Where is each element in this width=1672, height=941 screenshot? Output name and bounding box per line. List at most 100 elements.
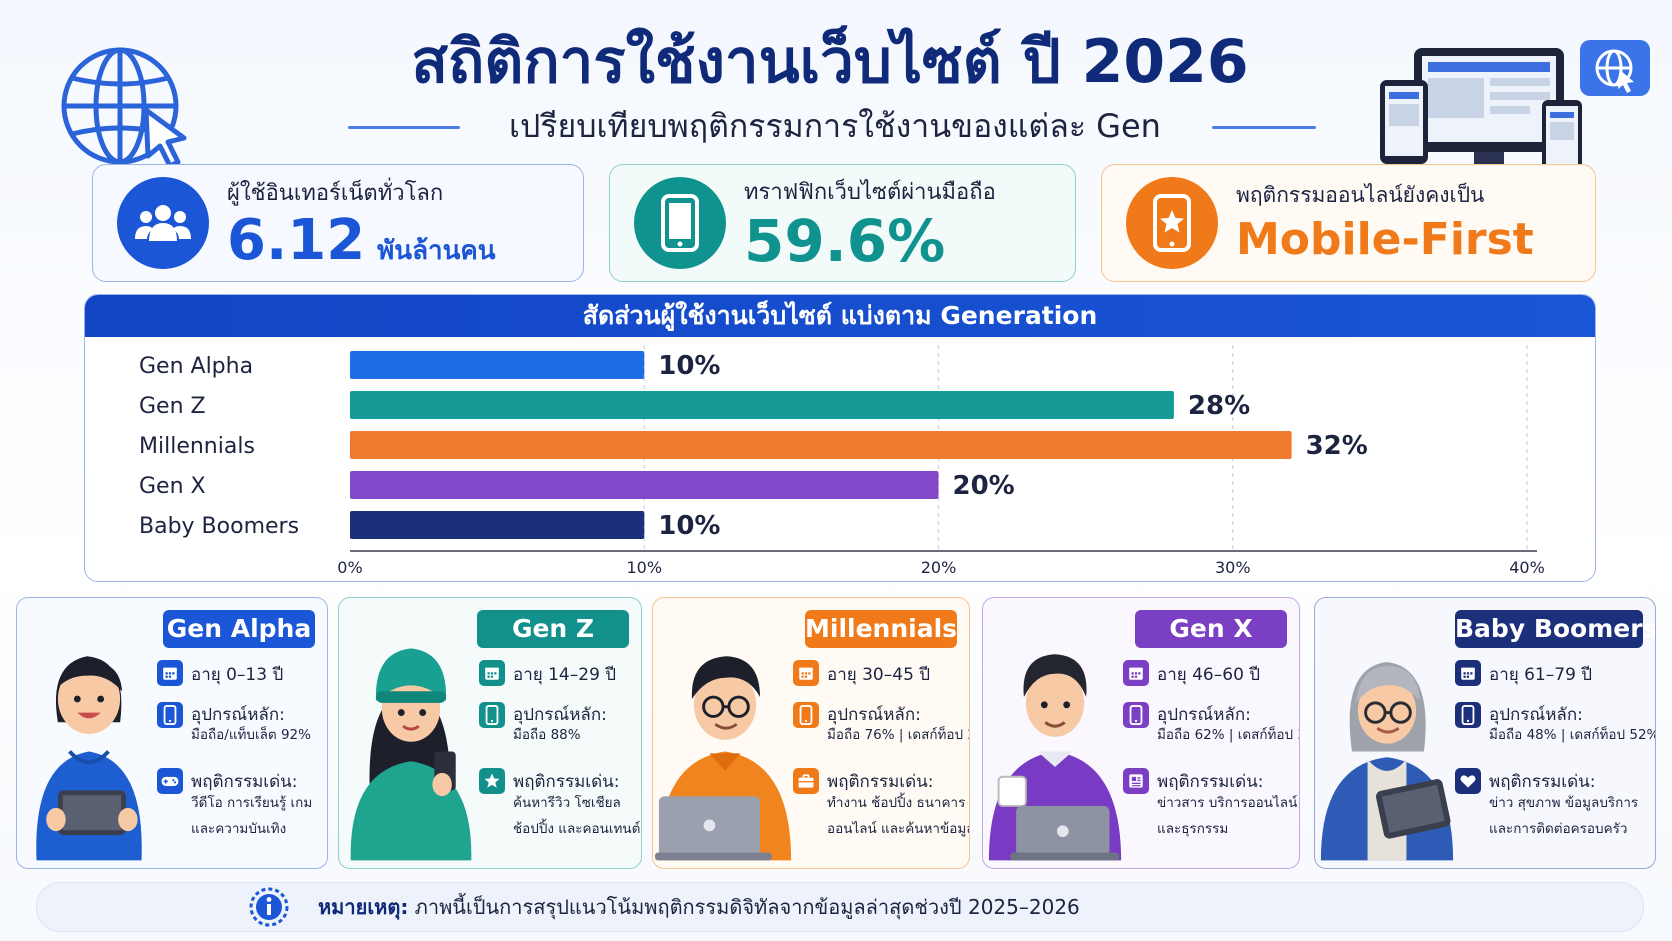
footer-note-label: หมายเหตุ: bbox=[318, 895, 409, 919]
stat-card-internet-users: ผู้ใช้อินเทอร์เน็ตทั่วโลก 6.12 พันล้านคน bbox=[92, 164, 584, 282]
behavior-label: พฤติกรรมเด่น: bbox=[827, 772, 934, 792]
x-tick-label: 40% bbox=[1509, 558, 1545, 577]
behavior-label: พฤติกรรมเด่น: bbox=[1157, 772, 1264, 792]
bar bbox=[350, 511, 645, 539]
star-icon bbox=[479, 768, 505, 794]
gen-card-gen-alpha: Gen Alpha อายุ 0–13 ปี อุปกรณ์หลัก: มือถ… bbox=[16, 597, 328, 869]
gen-card-millennials: Millennials อายุ 30–45 ปี อุปกรณ์หลัก: ม… bbox=[652, 597, 970, 869]
gen-age: อายุ 30–45 ปี bbox=[827, 665, 931, 685]
device-value: มือถือ 88% bbox=[513, 727, 581, 743]
smartphone-icon bbox=[634, 177, 726, 269]
behavior-line: ทำงาน ช้อปปิ้ง ธนาคาร bbox=[827, 795, 966, 811]
person-avatar bbox=[988, 654, 1122, 861]
device-value: มือถือ 62% | เดสก์ท็อป 38% bbox=[1157, 727, 1299, 743]
x-tick-label: 30% bbox=[1215, 558, 1251, 577]
generation-chart-panel: สัดส่วนผู้ใช้งานเว็บไซต์ แบ่งตาม Generat… bbox=[84, 294, 1596, 582]
behavior-line: ออนไลน์ และค้นหาข้อมูล bbox=[827, 821, 970, 837]
device-value: มือถือ/แท็บเล็ต 92% bbox=[191, 727, 311, 743]
behavior-label: พฤติกรรมเด่น: bbox=[191, 772, 298, 792]
bar bbox=[350, 431, 1292, 459]
device-label: อุปกรณ์หลัก: bbox=[1157, 705, 1251, 725]
bar-value-label: 20% bbox=[953, 471, 1015, 501]
news-icon bbox=[1123, 768, 1149, 794]
category-label: Gen Alpha bbox=[139, 354, 253, 379]
stat-label: ผู้ใช้อินเทอร์เน็ตทั่วโลก bbox=[227, 180, 444, 206]
devices-illustration-icon bbox=[1380, 40, 1650, 172]
smartphone-icon bbox=[157, 702, 183, 728]
x-tick-label: 0% bbox=[337, 558, 362, 577]
device-label: อุปกรณ์หลัก: bbox=[191, 705, 285, 725]
device-label: อุปกรณ์หลัก: bbox=[1489, 705, 1583, 725]
smartphone-icon bbox=[479, 702, 505, 728]
subtitle-divider-right bbox=[1212, 126, 1316, 129]
gen-name-badge: Millennials bbox=[805, 610, 957, 648]
behavior-line: และธุรกรรม bbox=[1157, 821, 1229, 837]
info-icon bbox=[249, 887, 289, 927]
device-label: อุปกรณ์หลัก: bbox=[827, 705, 921, 725]
gen-age: อายุ 46–60 ปี bbox=[1157, 665, 1261, 685]
behavior-line: วีดีโอ การเรียนรู้ เกม bbox=[191, 795, 313, 811]
calendar-icon bbox=[1455, 660, 1481, 686]
device-value: มือถือ 76% | เดสก์ท็อป 24% bbox=[827, 727, 969, 743]
device-label: อุปกรณ์หลัก: bbox=[513, 705, 607, 725]
stat-unit: พันล้านคน bbox=[377, 235, 496, 266]
behavior-line: ช้อปปิ้ง และคอนเทนต์สั้น bbox=[513, 821, 641, 837]
behavior-line: ข่าว สุขภาพ ข้อมูลบริการ bbox=[1489, 795, 1639, 811]
bar-value-label: 10% bbox=[658, 351, 720, 381]
stat-card-mobile-traffic: ทราฟฟิกเว็บไซต์ผ่านมือถือ 59.6% bbox=[609, 164, 1076, 282]
behavior-label: พฤติกรรมเด่น: bbox=[513, 772, 620, 792]
category-label: Gen Z bbox=[139, 394, 206, 419]
category-label: Millennials bbox=[139, 434, 255, 459]
bar-value-label: 10% bbox=[658, 511, 720, 541]
category-label: Gen X bbox=[139, 474, 206, 499]
gen-card-gen-x: Gen X อายุ 46–60 ปี อุปกรณ์หลัก: มือถือ … bbox=[982, 597, 1300, 869]
person-avatar bbox=[1320, 662, 1454, 861]
stat-value: 59.6% bbox=[744, 206, 946, 275]
x-tick-label: 20% bbox=[921, 558, 957, 577]
gen-name-badge: Baby Boomers bbox=[1455, 610, 1655, 648]
gen-age: อายุ 0–13 ปี bbox=[191, 665, 284, 685]
briefcase-icon bbox=[793, 768, 819, 794]
footer-note: หมายเหตุ: ภาพนี้เป็นการสรุปแนวโน้มพฤติกร… bbox=[318, 893, 1080, 921]
person-avatar bbox=[36, 656, 142, 861]
bar-value-label: 28% bbox=[1188, 391, 1250, 421]
heart-icon bbox=[1455, 768, 1481, 794]
smartphone-icon bbox=[1455, 702, 1481, 728]
mobile-star-icon bbox=[1126, 177, 1218, 269]
gen-card-baby-boomers: Baby Boomers อายุ 61–79 ปี อุปกรณ์หลัก: … bbox=[1314, 597, 1656, 869]
chart-title: สัดส่วนผู้ใช้งานเว็บไซต์ แบ่งตาม Generat… bbox=[85, 295, 1595, 337]
behavior-line: และความบันเทิง bbox=[191, 821, 287, 837]
stat-value: 6.12 bbox=[227, 207, 366, 273]
bar-value-label: 32% bbox=[1306, 431, 1368, 461]
person-avatar bbox=[655, 656, 792, 861]
stat-label: พฤติกรรมออนไลน์ยังคงเป็น bbox=[1236, 182, 1485, 207]
stat-value: Mobile-First bbox=[1236, 213, 1534, 265]
footer-note-bar bbox=[36, 882, 1644, 932]
behavior-line: ข่าวสาร บริการออนไลน์ bbox=[1157, 795, 1298, 811]
behavior-label: พฤติกรรมเด่น: bbox=[1489, 772, 1596, 792]
gen-name-badge: Gen Z bbox=[477, 610, 629, 648]
page-subtitle: เปรียบเทียบพฤติกรรมการใช้งานของแต่ละ Gen bbox=[509, 107, 1161, 145]
calendar-icon bbox=[793, 660, 819, 686]
gen-card-gen-z: Gen Z อายุ 14–29 ปี อุปกรณ์หลัก: มือถือ … bbox=[338, 597, 642, 869]
behavior-line: ค้นหารีวิว โซเชียล bbox=[513, 795, 621, 811]
gen-name-badge: Gen X bbox=[1135, 610, 1287, 648]
footer-note-text: ภาพนี้เป็นการสรุปแนวโน้มพฤติกรรมดิจิทัลจ… bbox=[408, 895, 1080, 919]
smartphone-icon bbox=[793, 702, 819, 728]
category-label: Baby Boomers bbox=[139, 514, 299, 539]
gamepad-icon bbox=[157, 768, 183, 794]
person-avatar bbox=[350, 648, 472, 861]
users-icon bbox=[117, 177, 209, 269]
behavior-line: และการติดต่อครอบครัว bbox=[1489, 821, 1628, 837]
gen-age: อายุ 14–29 ปี bbox=[513, 665, 617, 685]
globe-cursor-icon bbox=[61, 47, 187, 169]
bar bbox=[350, 391, 1174, 419]
gen-name-badge: Gen Alpha bbox=[163, 610, 315, 648]
calendar-icon bbox=[479, 660, 505, 686]
smartphone-icon bbox=[1123, 702, 1149, 728]
bar bbox=[350, 471, 939, 499]
bar bbox=[350, 351, 645, 379]
calendar-icon bbox=[1123, 660, 1149, 686]
stat-label: ทราฟฟิกเว็บไซต์ผ่านมือถือ bbox=[744, 179, 996, 205]
subtitle-divider-left bbox=[348, 126, 460, 129]
